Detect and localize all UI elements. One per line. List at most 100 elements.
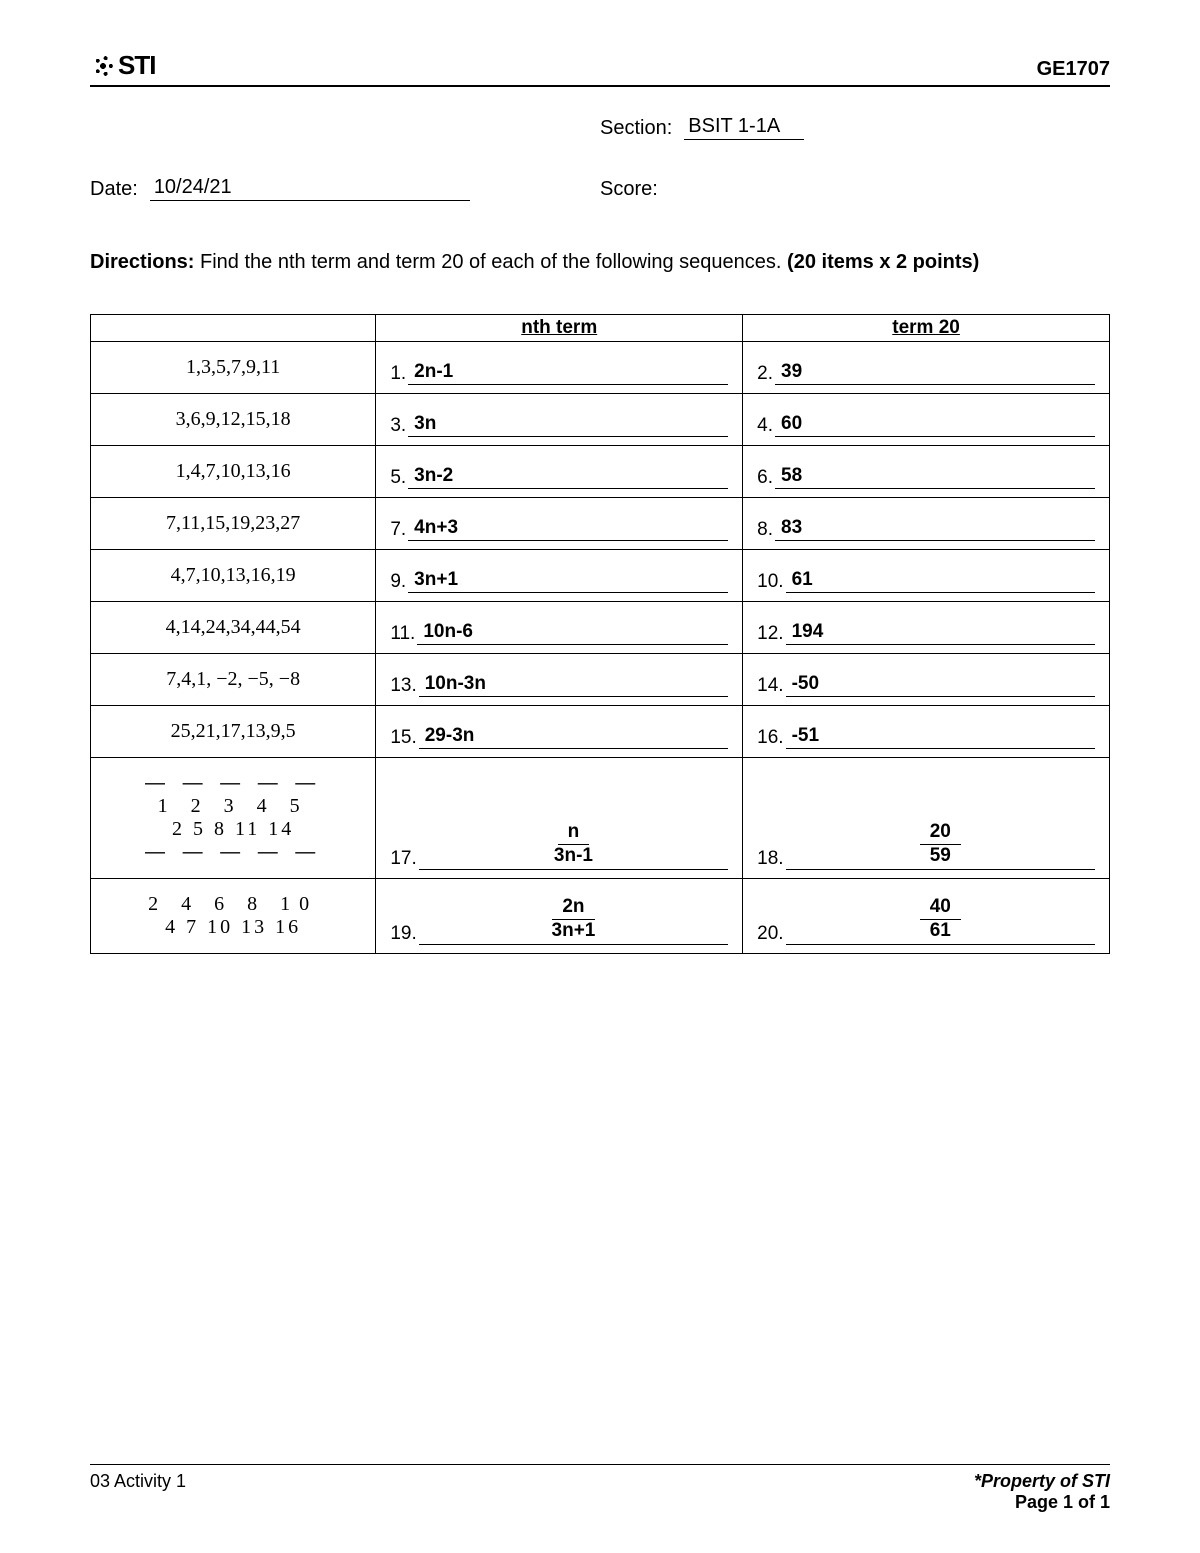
item-number: 7. [390, 519, 406, 541]
col-t20: term 20 [743, 315, 1110, 342]
item-number: 3. [390, 415, 406, 437]
nth-answer: 3n+1 [408, 569, 728, 593]
nth-answer: n3n-1 [419, 822, 728, 870]
footer-page: Page 1 of 1 [974, 1492, 1110, 1513]
t20-cell: 20. 4061 [743, 879, 1110, 954]
nth-cell: 5. 3n-2 [376, 446, 743, 498]
course-code: GE1707 [1037, 58, 1110, 81]
table-row: 4,7,10,13,16,199. 3n+110. 61 [91, 550, 1110, 602]
item-number: 4. [757, 415, 773, 437]
nth-cell: 3. 3n [376, 394, 743, 446]
item-number: 2. [757, 363, 773, 385]
table-row: 4,14,24,34,44,5411. 10n-612. 194 [91, 602, 1110, 654]
item-number: 18. [757, 848, 783, 870]
nth-cell: 1. 2n-1 [376, 342, 743, 394]
footer-property: *Property of STI [974, 1471, 1110, 1492]
nth-answer: 3n-2 [408, 465, 728, 489]
nth-answer: 2n3n+1 [419, 897, 728, 945]
t20-cell: 6. 58 [743, 446, 1110, 498]
table-row: 25,21,17,13,9,515. 29-3n16. -51 [91, 706, 1110, 758]
meta-block: Section: BSIT 1-1A Date: 10/24/21 Score: [90, 115, 1110, 237]
item-number: 12. [757, 623, 783, 645]
item-number: 19. [390, 923, 416, 945]
t20-cell: 2. 39 [743, 342, 1110, 394]
item-number: 13. [390, 675, 416, 697]
t20-cell: 12. 194 [743, 602, 1110, 654]
table-row: 1,4,7,10,13,165. 3n-26. 58 [91, 446, 1110, 498]
table-row: 7,11,15,19,23,277. 4n+38. 83 [91, 498, 1110, 550]
sequence-cell: 2 4 6 8 104 7 10 13 16 [91, 879, 376, 954]
score-label: Score: [600, 178, 658, 201]
sequence-cell: 7,11,15,19,23,27 [91, 498, 376, 550]
t20-cell: 4. 60 [743, 394, 1110, 446]
nth-cell: 7. 4n+3 [376, 498, 743, 550]
t20-answer: 58 [775, 465, 1095, 489]
section-label: Section: [600, 117, 672, 140]
table-row: 1,3,5,7,9,111. 2n-12. 39 [91, 342, 1110, 394]
t20-answer: 194 [786, 621, 1095, 645]
logo-mark-icon [90, 53, 116, 79]
directions-points: (20 items x 2 points) [787, 251, 979, 273]
t20-answer: 83 [775, 517, 1095, 541]
t20-answer: -50 [786, 673, 1095, 697]
item-number: 1. [390, 363, 406, 385]
table-row: 3,6,9,12,15,183. 3n4. 60 [91, 394, 1110, 446]
logo-text: STI [118, 50, 155, 81]
item-number: 16. [757, 727, 783, 749]
nth-answer: 2n-1 [408, 361, 728, 385]
t20-answer: 2059 [786, 822, 1095, 870]
t20-cell: 18. 2059 [743, 758, 1110, 879]
col-nth: nth term [376, 315, 743, 342]
table-row: 7,4,1, −2, −5, −813. 10n-3n14. -50 [91, 654, 1110, 706]
sequence-cell: 3,6,9,12,15,18 [91, 394, 376, 446]
nth-cell: 15. 29-3n [376, 706, 743, 758]
nth-cell: 17. n3n-1 [376, 758, 743, 879]
item-number: 8. [757, 519, 773, 541]
directions-text: Find the nth term and term 20 of each of… [194, 251, 787, 273]
sequence-cell: 1,3,5,7,9,11 [91, 342, 376, 394]
section-value: BSIT 1-1A [684, 115, 804, 140]
date-label: Date: [90, 178, 138, 201]
item-number: 9. [390, 571, 406, 593]
directions: Directions: Find the nth term and term 2… [90, 251, 1110, 274]
nth-answer: 3n [408, 413, 728, 437]
item-number: 15. [390, 727, 416, 749]
t20-answer: 4061 [786, 897, 1095, 945]
nth-answer: 10n-3n [419, 673, 728, 697]
item-number: 20. [757, 923, 783, 945]
nth-cell: 11. 10n-6 [376, 602, 743, 654]
sequence-cell: 1,4,7,10,13,16 [91, 446, 376, 498]
item-number: 14. [757, 675, 783, 697]
nth-answer: 29-3n [419, 725, 728, 749]
table-row: 2 4 6 8 104 7 10 13 1619. 2n3n+120. 4061 [91, 879, 1110, 954]
t20-answer: 61 [786, 569, 1095, 593]
nth-cell: 19. 2n3n+1 [376, 879, 743, 954]
t20-cell: 14. -50 [743, 654, 1110, 706]
sti-logo: STI [90, 50, 155, 81]
footer-left: 03 Activity 1 [90, 1471, 186, 1513]
item-number: 6. [757, 467, 773, 489]
nth-answer: 4n+3 [408, 517, 728, 541]
col-sequence [91, 315, 376, 342]
item-number: 11. [390, 623, 415, 645]
t20-cell: 10. 61 [743, 550, 1110, 602]
sequence-cell: 25,21,17,13,9,5 [91, 706, 376, 758]
nth-cell: 9. 3n+1 [376, 550, 743, 602]
directions-label: Directions: [90, 251, 194, 273]
date-value: 10/24/21 [150, 176, 470, 201]
t20-answer: -51 [786, 725, 1095, 749]
t20-answer: 39 [775, 361, 1095, 385]
item-number: 17. [390, 848, 416, 870]
t20-cell: 16. -51 [743, 706, 1110, 758]
page-header: STI GE1707 [90, 50, 1110, 87]
nth-answer: 10n-6 [417, 621, 728, 645]
item-number: 5. [390, 467, 406, 489]
t20-cell: 8. 83 [743, 498, 1110, 550]
item-number: 10. [757, 571, 783, 593]
nth-cell: 13. 10n-3n [376, 654, 743, 706]
t20-answer: 60 [775, 413, 1095, 437]
sequence-cell: 4,14,24,34,44,54 [91, 602, 376, 654]
sequence-table: nth term term 20 1,3,5,7,9,111. 2n-12. 3… [90, 314, 1110, 954]
sequence-cell: 7,4,1, −2, −5, −8 [91, 654, 376, 706]
page-footer: 03 Activity 1 *Property of STI Page 1 of… [90, 1464, 1110, 1513]
